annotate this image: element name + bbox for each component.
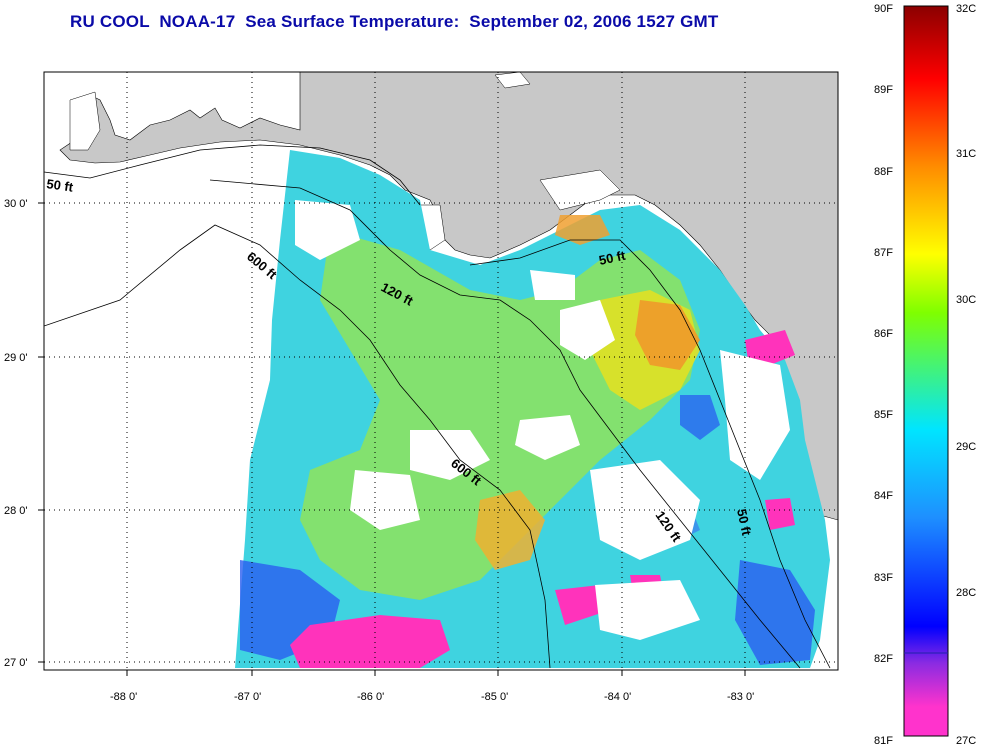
map-frame [43,71,839,671]
cloud-gap [515,415,580,460]
lat-tick-label: 28 0' [4,505,28,517]
contour-120ft [209,179,801,669]
colorbar-f-label: 87F [874,247,893,259]
colorbar-f-label: 81F [874,735,893,747]
contour-label: 50 ft [734,508,754,538]
sst-region-blue [735,560,815,665]
colorbar-f-label: 85F [874,409,893,421]
sst-region-orange [555,215,610,245]
lon-tick-label: -87 0' [234,691,261,703]
colorbar-fahrenheit-labels: 90F 89F 88F 87F 86F 85F 84F 83F 82F 81F [874,3,893,747]
lat-tick-label: 30 0' [4,198,28,210]
lon-tick-label: -83 0' [727,691,754,703]
colorbar-c-label: 29C [956,441,976,453]
contour-600ft [44,224,551,669]
cloud-gap [720,350,790,480]
lat-tick-label: 27 0' [4,657,28,669]
colorbar-f-label: 86F [874,328,893,340]
colorbar-c-label: 28C [956,587,976,599]
cloud-gap [595,580,700,640]
colorbar-c-label: 30C [956,294,976,306]
contour-50ft-west [44,144,421,206]
sst-region-magenta [765,498,795,530]
contour-label: 50 ft [46,176,75,195]
colorbar-f-label: 82F [874,653,893,665]
lon-tick-label: -86 0' [357,691,384,703]
cloud-gap [295,200,360,260]
map-title: RU COOL NOAA-17 Sea Surface Temperature:… [70,12,719,31]
lon-tick-label: -85 0' [481,691,508,703]
temperature-colorbar [903,5,949,737]
cloud-gap [590,460,700,560]
cloud-gap [350,470,420,530]
colorbar-c-label: 27C [956,735,976,747]
lon-tick-label: -84 0' [604,691,631,703]
frame-ticks [38,202,746,676]
colorbar-f-label: 84F [874,490,893,502]
colorbar-f-label: 90F [874,3,893,15]
sst-region-orange [475,490,545,570]
cloud-gap [560,300,615,360]
colorbar-c-label: 32C [956,3,976,15]
contour-label: 50 ft [598,248,628,268]
sst-region-magenta [745,330,795,365]
colorbar-f-label: 89F [874,84,893,96]
sst-region-blue [680,395,720,440]
bay [494,72,531,89]
land-mass [44,72,838,521]
colorbar-f-label: 88F [874,166,893,178]
colorbar-f-label: 83F [874,572,893,584]
colorbar-celsius-labels: 32C 31C 30C 29C 28C 27C [956,3,976,747]
bay [69,91,101,151]
lon-tick-label: -88 0' [110,691,137,703]
colorbar-c-label: 31C [956,148,976,160]
cloud-gap [530,270,575,300]
bay [539,169,621,211]
bathymetry-contours [44,144,831,669]
sst-region-magenta [290,615,450,668]
contour-50ft-east [469,239,831,669]
lat-tick-label: 29 0' [4,352,28,364]
